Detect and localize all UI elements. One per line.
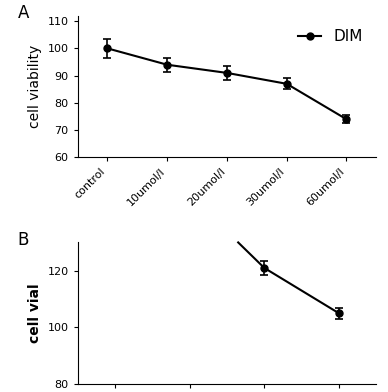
Legend: DIM: DIM (292, 23, 369, 51)
Y-axis label: cell viability: cell viability (28, 45, 42, 128)
Y-axis label: cell vial: cell vial (28, 283, 42, 343)
Text: A: A (18, 4, 29, 22)
Text: B: B (18, 231, 29, 249)
